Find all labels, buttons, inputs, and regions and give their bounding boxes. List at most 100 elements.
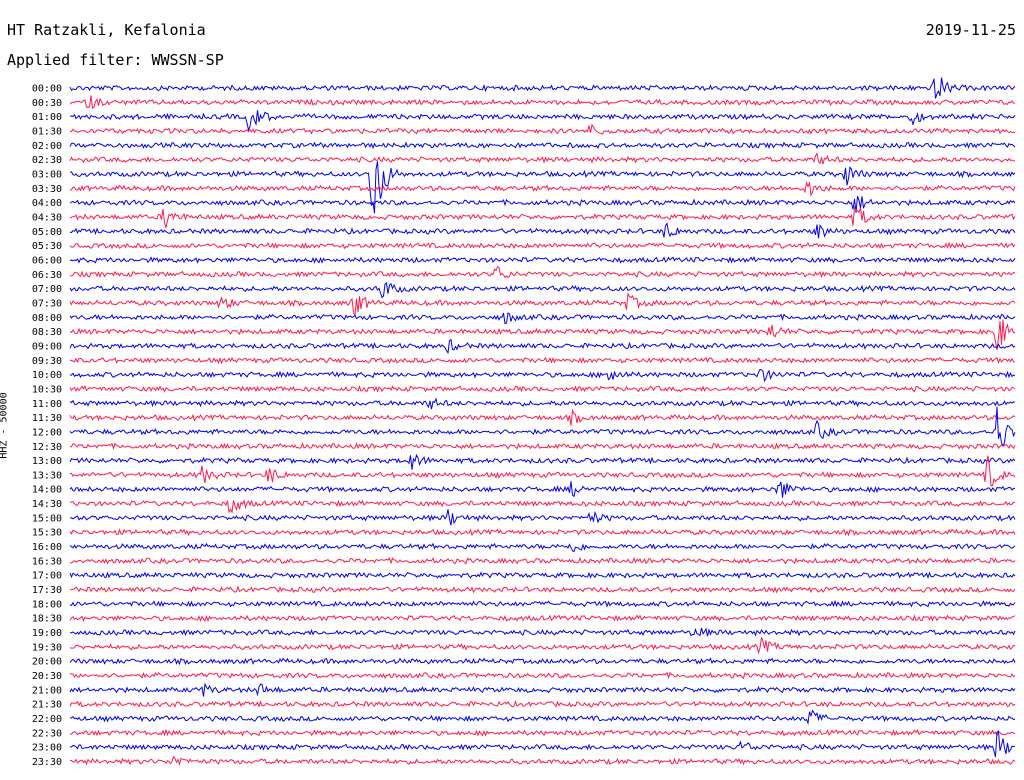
seismic-trace — [69, 282, 1016, 299]
time-label: 04:30 — [32, 212, 62, 223]
time-label: 00:00 — [32, 84, 62, 95]
seismic-trace — [70, 585, 1016, 594]
time-label: 05:00 — [32, 227, 62, 238]
seismic-trace — [69, 222, 1016, 239]
seismic-trace — [69, 205, 1016, 228]
time-label: 01:00 — [32, 112, 62, 123]
time-label: 19:30 — [32, 642, 62, 653]
seismic-trace — [69, 542, 1016, 553]
time-label: 11:30 — [32, 413, 62, 424]
time-label: 01:30 — [32, 126, 62, 137]
time-label: 21:30 — [32, 700, 62, 711]
time-label: 17:30 — [32, 585, 62, 596]
seismic-trace — [69, 368, 1016, 383]
seismic-trace — [69, 571, 1016, 580]
time-label: 12:00 — [32, 427, 62, 438]
time-label: 10:30 — [32, 384, 62, 395]
seismic-trace — [69, 406, 1016, 447]
seismic-trace — [69, 728, 1016, 737]
seismic-trace — [69, 319, 1016, 350]
filter-label: Applied filter: WWSSN-SP — [7, 51, 224, 69]
time-label: 06:30 — [32, 270, 62, 281]
time-label: 23:00 — [32, 743, 62, 754]
seismic-trace — [69, 627, 1016, 637]
seismic-trace — [69, 196, 1016, 213]
seismic-trace — [70, 161, 1016, 214]
time-label: 14:00 — [32, 485, 62, 496]
seismic-trace — [69, 312, 1016, 325]
time-label: 13:00 — [32, 456, 62, 467]
seismic-trace — [69, 77, 1016, 99]
time-label: 03:00 — [32, 169, 62, 180]
time-label: 22:00 — [32, 714, 62, 725]
seismic-traces — [69, 77, 1016, 767]
time-label: 07:00 — [32, 284, 62, 295]
seismic-trace — [70, 110, 1016, 132]
seismic-trace — [69, 256, 1016, 264]
seismic-trace — [69, 356, 1016, 365]
time-label: 20:00 — [32, 657, 62, 668]
time-label: 05:30 — [32, 241, 62, 252]
seismic-trace — [70, 265, 1016, 279]
time-label: 15:30 — [32, 528, 62, 539]
seismic-trace — [69, 180, 1016, 197]
time-label: 09:00 — [32, 341, 62, 352]
time-label: 14:30 — [32, 499, 62, 510]
time-label: 03:30 — [32, 184, 62, 195]
time-label: 15:00 — [32, 513, 62, 524]
seismic-trace — [69, 292, 1016, 316]
seismic-trace — [69, 123, 1016, 135]
time-label: 18:30 — [32, 614, 62, 625]
time-label: 02:30 — [32, 155, 62, 166]
time-label: 10:00 — [32, 370, 62, 381]
seismic-trace — [69, 241, 1016, 250]
time-labels: 00:00 00:30 01:00 01:30 02:00 02:30 03:00 03:30… — [32, 84, 62, 769]
time-label: 09:30 — [32, 356, 62, 367]
time-label: 23:30 — [32, 757, 62, 768]
seismic-trace — [69, 682, 1016, 697]
time-label: 08:30 — [32, 327, 62, 338]
time-label: 00:30 — [32, 98, 62, 109]
seismic-trace — [69, 657, 1016, 666]
station-title: HT Ratzakli, Kefalonia — [7, 21, 206, 39]
time-label: 04:00 — [32, 198, 62, 209]
seismic-trace — [69, 556, 1016, 565]
time-label: 17:00 — [32, 571, 62, 582]
seismic-trace — [69, 499, 1016, 514]
seismic-trace — [69, 481, 1016, 498]
seismic-trace — [69, 755, 1016, 767]
seismic-trace — [70, 730, 1016, 758]
time-label: 13:30 — [32, 470, 62, 481]
seismic-trace — [69, 700, 1016, 709]
time-label: 21:00 — [32, 685, 62, 696]
time-label: 07:30 — [32, 298, 62, 309]
seismic-trace — [69, 709, 1016, 726]
time-label: 08:00 — [32, 313, 62, 324]
seismic-trace — [69, 95, 1016, 110]
time-label: 19:00 — [32, 628, 62, 639]
time-label: 06:00 — [32, 255, 62, 266]
seismic-trace — [69, 338, 1016, 355]
time-label: 18:00 — [32, 599, 62, 610]
seismic-trace — [70, 599, 1016, 608]
date-label: 2019-11-25 — [925, 21, 1016, 39]
time-label: 11:00 — [32, 399, 62, 410]
time-label: 12:30 — [32, 442, 62, 453]
time-label: 20:30 — [32, 671, 62, 682]
time-label: 02:00 — [32, 141, 62, 152]
seismic-trace — [69, 408, 1016, 426]
seismic-trace — [69, 509, 1016, 526]
seismic-trace — [69, 453, 1016, 470]
seismic-trace — [69, 152, 1016, 165]
time-label: 16:00 — [32, 542, 62, 553]
time-label: 22:30 — [32, 728, 62, 739]
seismic-trace — [69, 614, 1016, 623]
seismic-trace — [69, 141, 1016, 150]
seismic-trace — [69, 637, 1016, 655]
seismic-trace — [69, 442, 1016, 450]
seismic-trace — [69, 397, 1016, 410]
seismic-trace — [69, 528, 1016, 537]
seismic-trace — [69, 671, 1016, 680]
seismic-trace — [69, 385, 1016, 393]
